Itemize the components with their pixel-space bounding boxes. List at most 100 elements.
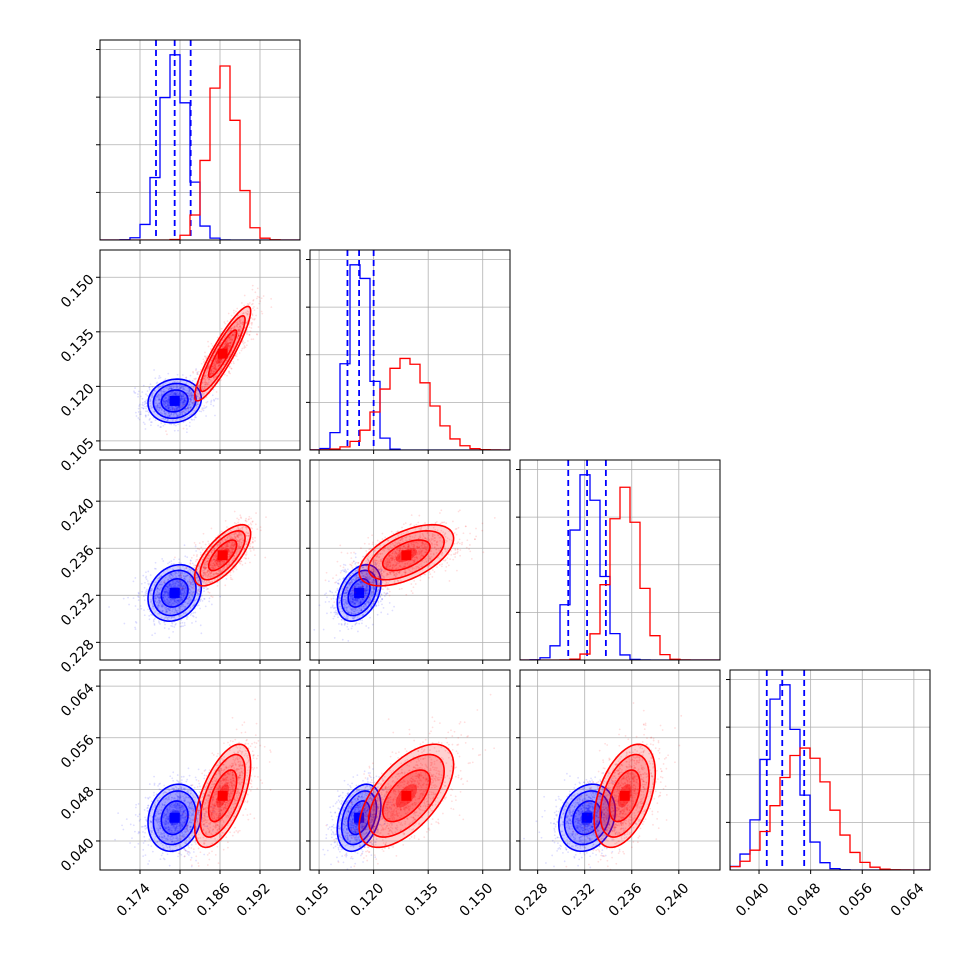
sample-point bbox=[166, 415, 169, 418]
sample-point bbox=[145, 399, 148, 402]
sample-point bbox=[167, 418, 170, 421]
sample-point bbox=[215, 361, 218, 364]
sample-point bbox=[189, 407, 192, 410]
sample-point bbox=[245, 344, 248, 347]
sample-point bbox=[174, 393, 177, 396]
sample-point bbox=[240, 327, 243, 330]
sample-point bbox=[190, 556, 193, 559]
sample-point bbox=[313, 628, 316, 631]
sample-point bbox=[206, 382, 209, 385]
sample-point bbox=[157, 602, 160, 605]
sample-point bbox=[159, 623, 161, 625]
sample-point bbox=[192, 554, 195, 557]
sample-point bbox=[242, 320, 245, 323]
sample-point bbox=[197, 384, 200, 387]
sample-point bbox=[195, 392, 198, 394]
sample-point bbox=[198, 590, 201, 593]
sample-point bbox=[230, 336, 233, 339]
sample-point bbox=[210, 527, 213, 530]
sample-point bbox=[326, 612, 328, 615]
sample-point bbox=[204, 380, 207, 383]
sample-point bbox=[188, 388, 191, 391]
sample-point bbox=[211, 357, 213, 360]
sample-point bbox=[205, 381, 208, 384]
sample-point bbox=[195, 404, 197, 407]
sample-point bbox=[164, 405, 167, 408]
sample-point bbox=[201, 394, 204, 397]
sample-point bbox=[227, 341, 230, 344]
panel-frame bbox=[99, 249, 301, 451]
sample-point bbox=[177, 429, 179, 432]
sample-point bbox=[160, 408, 163, 411]
sample-point bbox=[215, 358, 218, 361]
sample-point bbox=[155, 399, 157, 402]
sample-point bbox=[166, 419, 169, 422]
sample-point bbox=[176, 384, 179, 386]
sample-point bbox=[196, 558, 199, 561]
sample-point bbox=[195, 407, 198, 410]
sample-point bbox=[174, 412, 177, 415]
sample-point bbox=[179, 386, 182, 389]
sample-point bbox=[226, 342, 228, 344]
sample-point bbox=[208, 381, 210, 384]
sample-point bbox=[201, 600, 204, 602]
sample-point bbox=[214, 374, 217, 377]
sample-point bbox=[179, 395, 182, 397]
sample-point bbox=[175, 387, 178, 389]
sample-point bbox=[238, 328, 241, 330]
sample-point bbox=[212, 355, 214, 358]
sample-point bbox=[170, 412, 173, 415]
sample-point bbox=[207, 379, 210, 381]
sample-point bbox=[186, 407, 189, 409]
sample-point bbox=[182, 400, 185, 403]
sample-point bbox=[243, 304, 246, 307]
sample-point bbox=[178, 393, 181, 396]
sample-point bbox=[188, 390, 191, 392]
sample-point bbox=[177, 405, 180, 408]
sample-point bbox=[167, 398, 170, 401]
sample-point bbox=[170, 391, 173, 394]
sample-point bbox=[159, 404, 162, 407]
sample-point bbox=[164, 398, 166, 400]
sample-point bbox=[215, 357, 218, 360]
sample-point bbox=[188, 380, 191, 382]
sample-point bbox=[148, 418, 151, 421]
sample-point bbox=[236, 337, 239, 340]
sample-point bbox=[214, 365, 217, 368]
sample-point bbox=[335, 609, 337, 612]
sample-point bbox=[223, 343, 226, 345]
sample-point bbox=[201, 408, 204, 411]
sample-point bbox=[193, 566, 196, 569]
sample-point bbox=[393, 605, 395, 608]
sample-point bbox=[141, 403, 144, 406]
sample-point bbox=[165, 585, 168, 588]
sample-point bbox=[185, 409, 188, 412]
sample-point bbox=[193, 407, 195, 410]
sample-point bbox=[176, 414, 179, 417]
sample-point bbox=[231, 333, 234, 336]
sample-point bbox=[223, 345, 225, 348]
sample-point bbox=[137, 390, 140, 393]
sample-point bbox=[186, 597, 189, 600]
sample-point bbox=[215, 357, 217, 360]
sample-point bbox=[184, 397, 187, 399]
sample-point bbox=[237, 334, 240, 337]
sample-point bbox=[241, 313, 244, 315]
sample-point bbox=[174, 394, 177, 396]
sample-point bbox=[207, 376, 209, 379]
sample-point bbox=[210, 348, 212, 350]
sample-point bbox=[158, 398, 161, 401]
sample-point bbox=[158, 375, 161, 377]
sample-point bbox=[174, 391, 176, 394]
sample-point bbox=[236, 323, 239, 325]
sample-point bbox=[167, 372, 170, 375]
sample-point bbox=[180, 625, 183, 628]
sample-point bbox=[243, 556, 246, 559]
sample-point bbox=[213, 363, 216, 366]
sample-point bbox=[134, 411, 137, 414]
sample-point bbox=[174, 424, 177, 427]
sample-point bbox=[207, 366, 210, 369]
sample-point bbox=[204, 383, 206, 386]
sample-point bbox=[171, 384, 173, 387]
sample-point bbox=[183, 544, 186, 547]
